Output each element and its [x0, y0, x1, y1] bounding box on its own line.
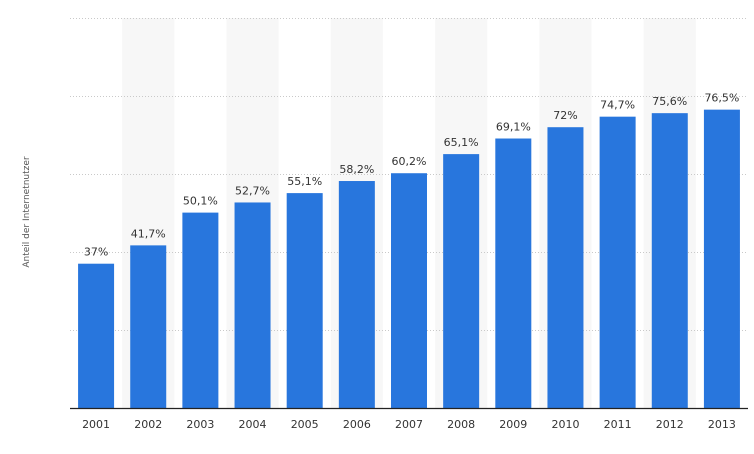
x-tick-label-2008: 2008 [447, 418, 475, 431]
data-label-2001: 37% [84, 246, 108, 259]
bar-2001 [78, 263, 115, 408]
x-tick-label-2004: 2004 [239, 418, 267, 431]
data-label-2006: 58,2% [339, 163, 374, 176]
bar-2006 [338, 181, 375, 408]
data-label-2008: 65,1% [444, 136, 479, 149]
data-label-2007: 60,2% [392, 155, 427, 168]
data-label-2010: 72% [553, 109, 577, 122]
bar-2010 [547, 127, 584, 408]
data-label-2005: 55,1% [287, 175, 322, 188]
y-axis-label: Anteil der Internetnutzer [22, 156, 32, 268]
x-tick-label-2013: 2013 [708, 418, 736, 431]
bar-2003 [182, 212, 219, 408]
bar-2007 [391, 173, 427, 408]
x-tick-label-2005: 2005 [291, 418, 319, 431]
data-label-2013: 76,5% [704, 92, 739, 105]
data-label-2012: 75,6% [652, 95, 687, 108]
x-tick-label-2001: 2001 [82, 418, 110, 431]
bar-2011 [599, 116, 636, 409]
x-tick-label-2002: 2002 [134, 418, 162, 431]
x-tick-label-2011: 2011 [604, 418, 632, 431]
bar-2008 [443, 154, 480, 408]
bar-2009 [495, 138, 532, 408]
bar-2004 [234, 202, 271, 408]
bar-2013 [703, 109, 740, 409]
data-label-2011: 74,7% [600, 99, 635, 112]
data-label-2009: 69,1% [496, 121, 531, 134]
bar-2012 [651, 113, 688, 408]
data-label-2002: 41,7% [131, 227, 166, 240]
x-tick-label-2009: 2009 [499, 418, 527, 431]
bar-2005 [286, 193, 323, 408]
data-label-2004: 52,7% [235, 184, 270, 197]
x-tick-label-2012: 2012 [656, 418, 684, 431]
x-tick-label-2003: 2003 [186, 418, 214, 431]
x-tick-label-2007: 2007 [395, 418, 423, 431]
bar-2002 [130, 245, 167, 408]
x-tick-label-2010: 2010 [551, 418, 579, 431]
data-label-2003: 50,1% [183, 195, 218, 208]
x-tick-label-2006: 2006 [343, 418, 371, 431]
